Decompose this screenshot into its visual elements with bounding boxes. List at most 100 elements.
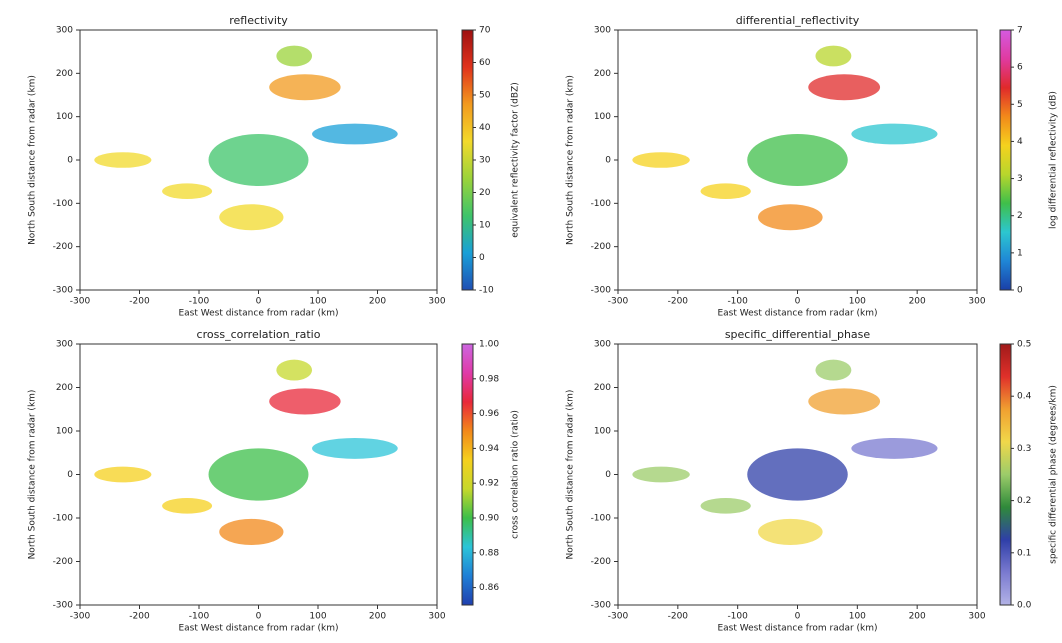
radar-echo xyxy=(208,448,309,501)
radar-echo xyxy=(700,497,751,514)
colorbar-tick-label: 0.1 xyxy=(1017,548,1031,558)
colorbar-label: specific differential phase (degrees/km) xyxy=(1049,385,1059,564)
y-tick-label: 100 xyxy=(56,112,73,122)
colorbar-tick-label: 0.92 xyxy=(479,479,499,489)
panel-title: cross_correlation_ratio xyxy=(197,328,321,341)
y-tick-label: 100 xyxy=(56,427,73,437)
colorbar-tick-label: 0.90 xyxy=(479,514,499,524)
colorbar xyxy=(461,343,474,606)
colorbar-tick-label: 5 xyxy=(1017,100,1023,110)
colorbar-label: cross correlation ratio (ratio) xyxy=(511,410,521,539)
x-tick-label: -300 xyxy=(608,612,629,622)
colorbar-tick-label: 0 xyxy=(479,253,485,263)
y-tick-label: 200 xyxy=(594,383,611,393)
colorbar-tick-label: 10 xyxy=(479,221,491,231)
x-tick-label: 200 xyxy=(369,612,386,622)
x-tick-label: 200 xyxy=(369,297,386,307)
radar-echo xyxy=(94,466,152,483)
colorbar-tick-label: 0.98 xyxy=(479,374,499,384)
radar-echo xyxy=(815,359,852,381)
x-tick-label: 200 xyxy=(909,612,926,622)
radar-echo xyxy=(815,45,852,67)
x-tick-label: -200 xyxy=(129,297,150,307)
radar-echo xyxy=(808,388,881,415)
radar-echo xyxy=(700,183,751,199)
panel-title: reflectivity xyxy=(229,14,288,27)
colorbar-tick-label: 0 xyxy=(1017,286,1023,296)
y-axis-label: North South distance from radar (km) xyxy=(28,75,38,245)
radar-field xyxy=(94,359,398,545)
y-tick-label: 300 xyxy=(56,340,73,350)
colorbar-tick-label: 0.4 xyxy=(1017,392,1032,402)
radar-echo xyxy=(219,518,284,545)
x-tick-label: -100 xyxy=(727,297,748,307)
x-tick-label: 0 xyxy=(795,297,801,307)
radar-echo xyxy=(808,74,881,101)
radar-echo xyxy=(208,134,309,186)
colorbar-tick-label: 0.94 xyxy=(479,444,499,454)
y-tick-label: 0 xyxy=(605,470,611,480)
x-tick-label: -300 xyxy=(70,612,91,622)
colorbar-tick-label: 20 xyxy=(479,188,491,198)
radar-echo xyxy=(632,152,690,168)
x-tick-label: 200 xyxy=(909,297,926,307)
colorbar xyxy=(999,343,1012,606)
y-tick-label: 200 xyxy=(56,69,73,79)
radar-echo xyxy=(219,204,284,231)
y-tick-label: 300 xyxy=(594,26,611,36)
radar-echo xyxy=(747,134,848,186)
radar-echo xyxy=(276,45,313,67)
colorbar-tick-label: 1 xyxy=(1017,248,1023,258)
y-tick-label: -300 xyxy=(591,601,612,611)
colorbar-tick-label: 40 xyxy=(479,123,491,133)
x-tick-label: 0 xyxy=(795,612,801,622)
x-axis-label: East West distance from radar (km) xyxy=(717,309,877,319)
colorbar-tick-label: 0.86 xyxy=(479,583,499,593)
colorbar-tick-label: 30 xyxy=(479,156,491,166)
y-tick-label: 300 xyxy=(594,340,611,350)
radar-echo xyxy=(851,437,938,459)
x-axis-label: East West distance from radar (km) xyxy=(717,624,877,634)
y-axis-label: North South distance from radar (km) xyxy=(28,390,38,560)
colorbar-tick-label: 0.88 xyxy=(479,548,499,558)
y-axis-label: North South distance from radar (km) xyxy=(566,75,576,245)
colorbar-tick-label: 4 xyxy=(1017,137,1023,147)
radar-echo xyxy=(269,74,341,101)
y-tick-label: -200 xyxy=(53,557,74,567)
radar-echo xyxy=(758,204,823,231)
x-axis-label: East West distance from radar (km) xyxy=(178,624,338,634)
colorbar-tick-label: 0.0 xyxy=(1017,601,1032,611)
x-tick-label: 100 xyxy=(309,612,326,622)
radar-echo xyxy=(276,359,313,381)
x-tick-label: -100 xyxy=(189,612,210,622)
x-tick-label: -200 xyxy=(668,612,689,622)
x-tick-label: 100 xyxy=(309,297,326,307)
colorbar-label: log differential reflectivity (dB) xyxy=(1049,91,1059,229)
y-tick-label: 0 xyxy=(67,470,73,480)
y-tick-label: -100 xyxy=(53,514,74,524)
colorbar-tick-label: 50 xyxy=(479,91,491,101)
y-tick-label: -300 xyxy=(591,286,612,296)
x-tick-label: -200 xyxy=(668,297,689,307)
colorbar xyxy=(461,29,474,291)
colorbar-tick-label: 0.96 xyxy=(479,409,499,419)
radar-field xyxy=(632,359,938,545)
radar-echo xyxy=(758,518,823,545)
radar-echo xyxy=(312,123,398,145)
x-tick-label: 0 xyxy=(256,297,262,307)
colorbar-tick-label: 0.3 xyxy=(1017,444,1031,454)
colorbar-tick-label: 0.5 xyxy=(1017,340,1031,350)
radar-echo xyxy=(312,437,398,459)
radar-field xyxy=(94,45,398,231)
x-tick-label: 300 xyxy=(968,297,985,307)
x-tick-label: -100 xyxy=(189,297,210,307)
y-tick-label: -200 xyxy=(53,242,74,252)
x-tick-label: -200 xyxy=(129,612,150,622)
radar-echo xyxy=(632,466,690,483)
y-tick-label: -300 xyxy=(53,286,74,296)
colorbar-tick-label: -10 xyxy=(479,286,494,296)
y-tick-label: -300 xyxy=(53,601,74,611)
colorbar-tick-label: 60 xyxy=(479,58,491,68)
radar-echo xyxy=(851,123,938,145)
